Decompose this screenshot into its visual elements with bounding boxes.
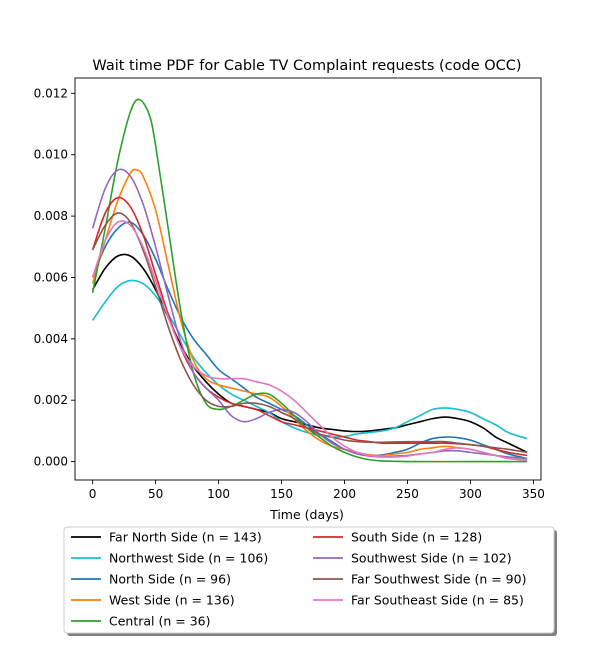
series-line-6: [91, 168, 528, 460]
y-axis-ticks: 0.000 0.002 0.004 0.006 0.008 0.010 0.012: [34, 86, 75, 469]
legend: Far North Side (n = 143) Northwest Side (…: [63, 526, 557, 636]
x-tick-label: 200: [333, 487, 356, 501]
legend-label: Far North Side (n = 143): [109, 530, 262, 545]
legend-label: South Side (n = 128): [351, 530, 482, 545]
x-tick-label: 350: [522, 487, 545, 501]
series-line-8: [91, 220, 528, 461]
y-tick-label: 0.006: [34, 270, 68, 284]
y-tick-label: 0.004: [34, 332, 68, 346]
plot-frame: [74, 77, 542, 481]
legend-label: Far Southeast Side (n = 85): [351, 593, 524, 608]
legend-label: Southwest Side (n = 102): [351, 551, 512, 566]
chart-title: Wait time PDF for Cable TV Complaint req…: [92, 58, 521, 74]
legend-items: Far North Side (n = 143) Northwest Side (…: [71, 530, 526, 629]
y-tick-label: 0.002: [34, 393, 68, 407]
legend-label: Central (n = 36): [109, 614, 211, 629]
x-axis-label: Time (days): [269, 507, 344, 522]
x-axis-ticks: 0 50 100 150 200 250 300 350: [89, 480, 545, 501]
series-lines: [91, 98, 528, 463]
y-tick-label: 0.000: [34, 455, 68, 469]
legend-box: [63, 526, 555, 634]
series-line-4: [91, 98, 528, 463]
legend-label: North Side (n = 96): [109, 572, 231, 587]
legend-label: West Side (n = 136): [109, 593, 235, 608]
series-line-7: [91, 212, 528, 454]
y-tick-label: 0.012: [34, 86, 68, 100]
series-line-3: [91, 168, 528, 461]
y-tick-label: 0.010: [34, 148, 68, 162]
y-tick-label: 0.008: [34, 209, 68, 223]
x-tick-label: 100: [207, 487, 230, 501]
x-tick-label: 250: [396, 487, 419, 501]
legend-label: Far Southwest Side (n = 90): [351, 572, 526, 587]
x-tick-label: 50: [148, 487, 163, 501]
x-tick-label: 300: [459, 487, 482, 501]
x-tick-label: 0: [89, 487, 97, 501]
x-tick-label: 150: [270, 487, 293, 501]
legend-label: Northwest Side (n = 106): [109, 551, 268, 566]
